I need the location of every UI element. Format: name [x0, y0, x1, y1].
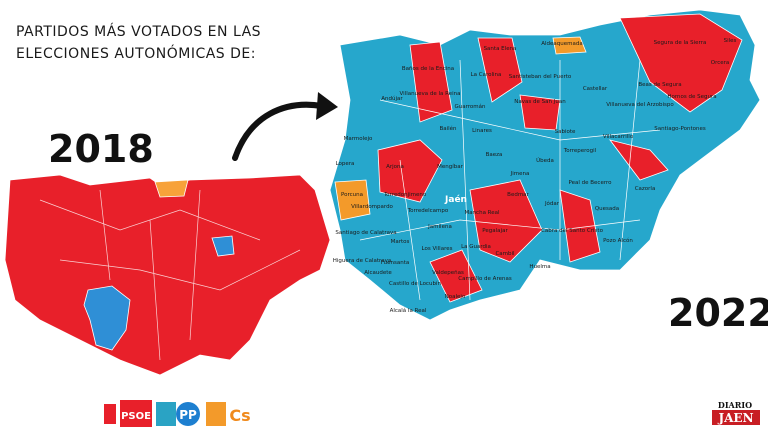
- town-label: Guarromán: [454, 103, 486, 110]
- arrow-head: [316, 92, 338, 120]
- brand-text: DIARIO: [718, 400, 752, 410]
- legend-swatch: [156, 402, 176, 426]
- town-label: Cabra del Santo Cristo: [541, 228, 604, 234]
- region: [619, 13, 743, 113]
- town-label: Orcera: [711, 60, 730, 66]
- legend-label: PSOE: [121, 411, 151, 422]
- town-label: Fuensanta: [381, 260, 409, 266]
- arrow: [232, 101, 325, 161]
- region: [559, 189, 601, 263]
- town-label: Villanueva del Arzobispo: [606, 102, 674, 108]
- town-label: Torredelcampo: [407, 208, 449, 214]
- town-label: Jamilena: [427, 224, 452, 230]
- town-label: Huelma: [529, 264, 550, 270]
- pp-logo: [176, 402, 200, 426]
- town-label: Lopera: [336, 161, 355, 167]
- map-2022: [329, 9, 761, 321]
- town-label: Mancha Real: [464, 210, 500, 216]
- town-label: Beas de Segura: [638, 82, 681, 88]
- legend: PSOE PP Cs: [104, 400, 251, 427]
- borders: [39, 189, 301, 361]
- region: [154, 179, 189, 198]
- title-line: PARTIDOS MÁS VOTADOS EN LAS: [16, 23, 261, 40]
- town-label: Andújar: [381, 95, 403, 102]
- town-label: Martos: [391, 239, 410, 245]
- town-label: Villanueva de la Reina: [400, 91, 461, 97]
- town-label: Baños de la Encina: [402, 66, 454, 72]
- town-label: La Guardia: [461, 244, 491, 250]
- town-label: La Carolina: [471, 72, 502, 78]
- region: [377, 139, 443, 203]
- town-label: Santisteban del Puerto: [509, 74, 572, 80]
- town-label: Sabiote: [555, 129, 576, 135]
- brand-bg: [712, 410, 760, 425]
- map-2018: [4, 174, 331, 376]
- town-label: Valdepeñas: [432, 270, 464, 276]
- town-label: Villacarrillo: [603, 134, 634, 140]
- town-label: Santiago de Calatrava: [335, 230, 396, 236]
- town-label: Segura de la Sierra: [654, 40, 707, 46]
- town-label: Santa Elena: [484, 46, 517, 52]
- town-label: Aldeaquemada: [541, 41, 583, 47]
- town-label: Torredonjimeno: [383, 192, 427, 198]
- region: [211, 235, 235, 257]
- town-label: Higuera de Calatrava: [333, 258, 392, 264]
- town-label: Quesada: [595, 206, 619, 212]
- town-label: Cambil: [495, 251, 515, 257]
- town-label: Noalejo: [445, 294, 466, 300]
- legend-label: PP: [179, 408, 197, 422]
- town-label: Navas de San Juan: [514, 99, 566, 105]
- town-label: Castillo de Locubín: [389, 280, 441, 287]
- town-label: Hornos de Segura: [667, 94, 716, 100]
- town-label: Bedmar: [507, 192, 529, 198]
- town-label: Jimena: [510, 171, 530, 177]
- town-label: Torreperogil: [563, 148, 597, 154]
- region: [334, 179, 371, 221]
- legend-swatch: [206, 402, 226, 426]
- town-label: Linares: [472, 128, 492, 134]
- town-label: Baeza: [486, 152, 503, 158]
- year-label: 2022: [668, 291, 768, 335]
- town-label: Pegalajar: [482, 228, 508, 234]
- region: [519, 94, 561, 131]
- town-label: Mengíbar: [437, 163, 463, 170]
- town-label: Alcaudete: [364, 270, 392, 276]
- title-line: ELECCIONES AUTONÓMICAS DE:: [16, 44, 256, 62]
- town-label: Úbeda: [536, 157, 554, 164]
- borders: [359, 59, 661, 301]
- region: [469, 179, 543, 263]
- town-label: Villardompardo: [351, 204, 393, 210]
- town-label: Cazorla: [635, 186, 656, 192]
- region: [477, 37, 523, 103]
- town-label: Santiago-Pontones: [654, 126, 706, 132]
- town-label: Siles: [724, 38, 737, 44]
- town-label: Peal de Becerro: [568, 180, 612, 186]
- capital-label: Jaén: [444, 194, 467, 205]
- town-label: Marmolejo: [344, 136, 373, 142]
- region: [83, 285, 131, 351]
- town-label: Castellar: [583, 86, 608, 92]
- town-label: Pozo Alcón: [603, 237, 633, 244]
- region: [409, 41, 453, 123]
- town-labels: Andújar Marmolejo Baños de la Encina Vil…: [333, 38, 737, 314]
- brand-text: JAEN: [717, 411, 753, 425]
- region: [552, 36, 587, 55]
- region: [609, 139, 669, 181]
- town-label: Jódar: [544, 200, 560, 207]
- region: [429, 249, 483, 303]
- town-label: Campillo de Arenas: [458, 276, 512, 282]
- town-label: Bailén: [439, 125, 457, 132]
- town-label: Porcuna: [341, 192, 363, 198]
- year-label: 2018: [48, 127, 154, 171]
- town-label: Arjona: [386, 164, 404, 170]
- psoe-logo: [120, 400, 152, 427]
- legend-swatch: [104, 404, 116, 424]
- town-label: Los Villares: [422, 246, 453, 252]
- legend-label: Cs: [229, 406, 250, 425]
- brand-logo: DIARIO JAEN: [712, 400, 760, 425]
- town-label: Alcalá la Real: [390, 307, 427, 314]
